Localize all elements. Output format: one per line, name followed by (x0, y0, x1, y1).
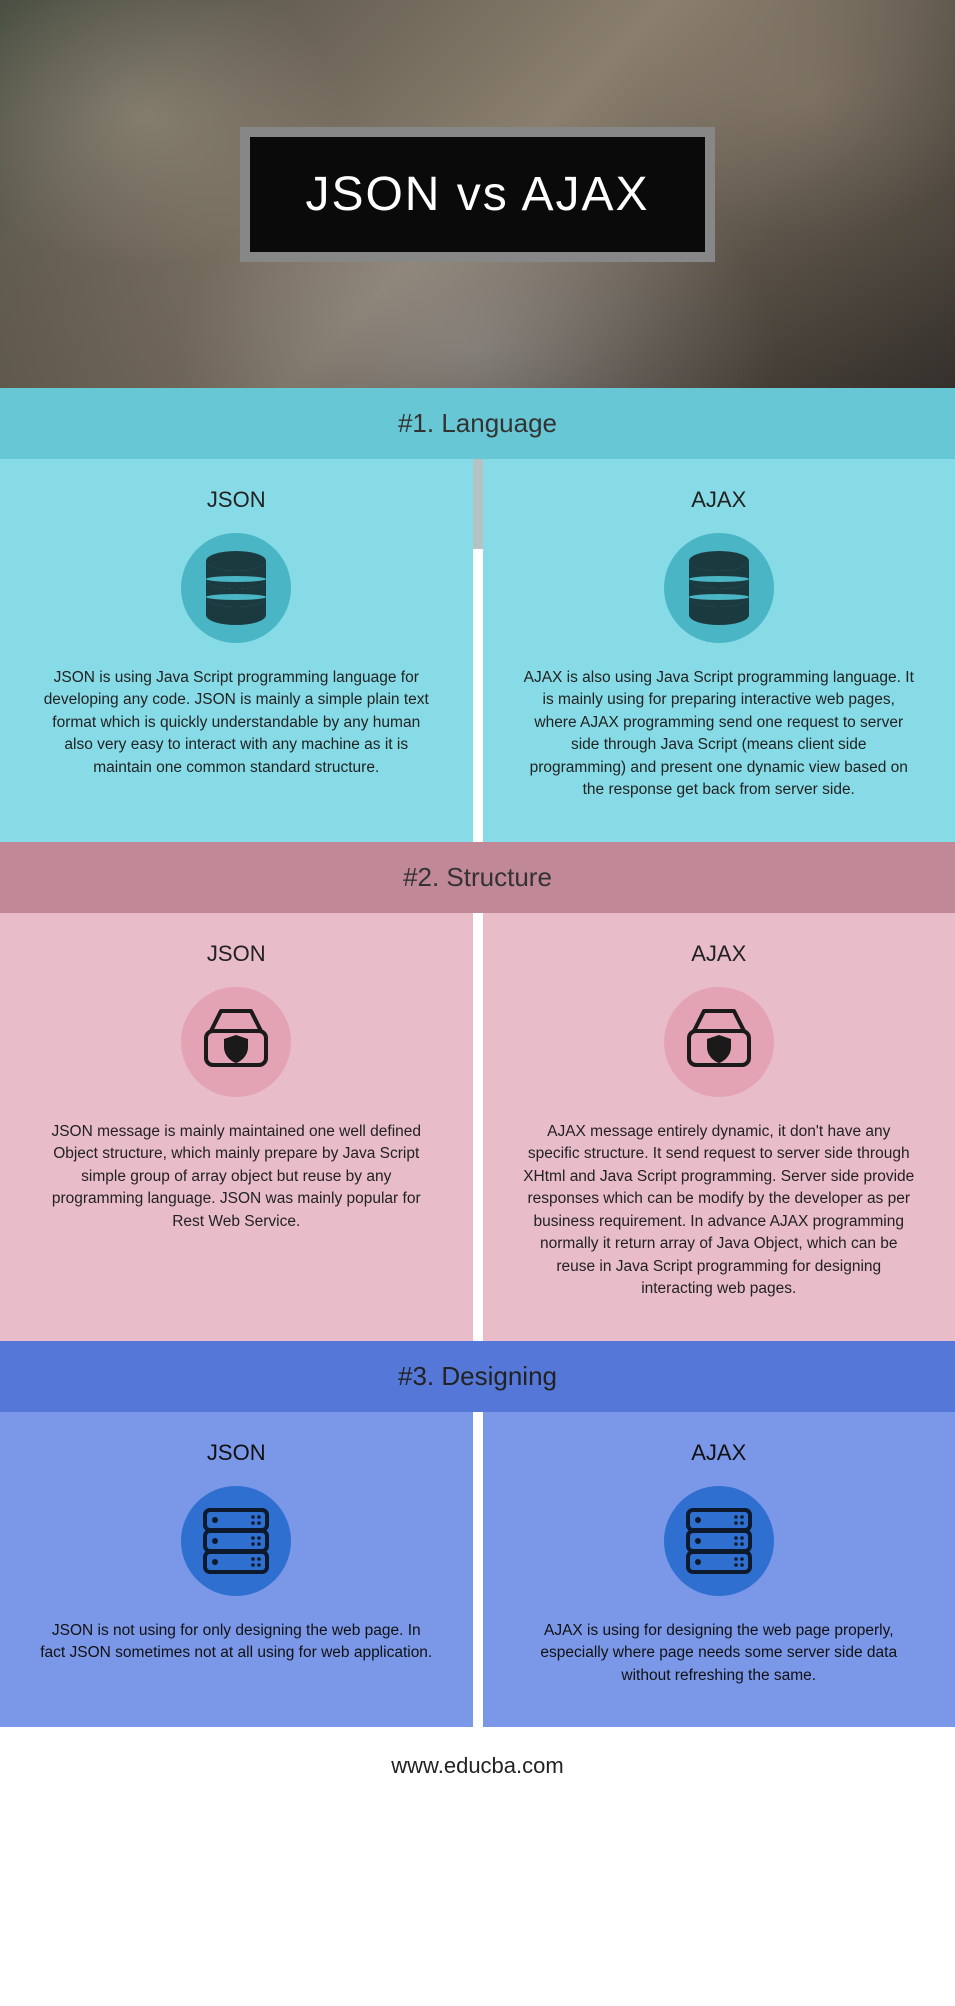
column-divider (473, 1412, 483, 1727)
designing-ajax-text: AJAX is using for designing the web page… (523, 1620, 916, 1687)
structure-ajax-text: AJAX message entirely dynamic, it don't … (523, 1121, 916, 1301)
section-header-designing: #3. Designing (0, 1341, 955, 1412)
column-divider (473, 459, 483, 842)
section-header-language: #1. Language (0, 388, 955, 459)
server-rack-icon (40, 1486, 433, 1596)
structure-json-col: JSON JSON message is mainly maintained o… (0, 913, 473, 1341)
database-icon (40, 533, 433, 643)
database-icon (523, 533, 916, 643)
designing-json-title: JSON (40, 1440, 433, 1466)
title-box: JSON vs AJAX (250, 137, 704, 252)
language-json-text: JSON is using Java Script programming la… (40, 667, 433, 779)
language-row: JSON JSON is using Java Script programmi… (0, 459, 955, 842)
structure-json-text: JSON message is mainly maintained one we… (40, 1121, 433, 1233)
footer-url: www.educba.com (0, 1727, 955, 1805)
designing-json-col: JSON JSON is not using for only designin… (0, 1412, 473, 1727)
designing-json-text: JSON is not using for only designing the… (40, 1620, 433, 1665)
designing-ajax-title: AJAX (523, 1440, 916, 1466)
language-json-col: JSON JSON is using Java Script programmi… (0, 459, 473, 842)
language-ajax-text: AJAX is also using Java Script programmi… (523, 667, 916, 802)
page-title: JSON vs AJAX (305, 167, 649, 222)
column-divider (473, 913, 483, 1341)
title-frame: JSON vs AJAX (240, 127, 714, 262)
hero-banner: JSON vs AJAX (0, 0, 955, 388)
structure-row: JSON JSON message is mainly maintained o… (0, 913, 955, 1341)
designing-ajax-col: AJAX AJAX is using for designing the web… (483, 1412, 955, 1727)
section-header-structure: #2. Structure (0, 842, 955, 913)
structure-ajax-title: AJAX (523, 941, 916, 967)
designing-row: JSON JSON is not using for only designin… (0, 1412, 955, 1727)
drive-shield-icon (523, 987, 916, 1097)
structure-ajax-col: AJAX AJAX message entirely dynamic, it d… (483, 913, 955, 1341)
language-ajax-title: AJAX (523, 487, 916, 513)
language-ajax-col: AJAX AJAX is also using Java Script prog… (483, 459, 955, 842)
structure-json-title: JSON (40, 941, 433, 967)
language-json-title: JSON (40, 487, 433, 513)
server-rack-icon (523, 1486, 916, 1596)
drive-shield-icon (40, 987, 433, 1097)
